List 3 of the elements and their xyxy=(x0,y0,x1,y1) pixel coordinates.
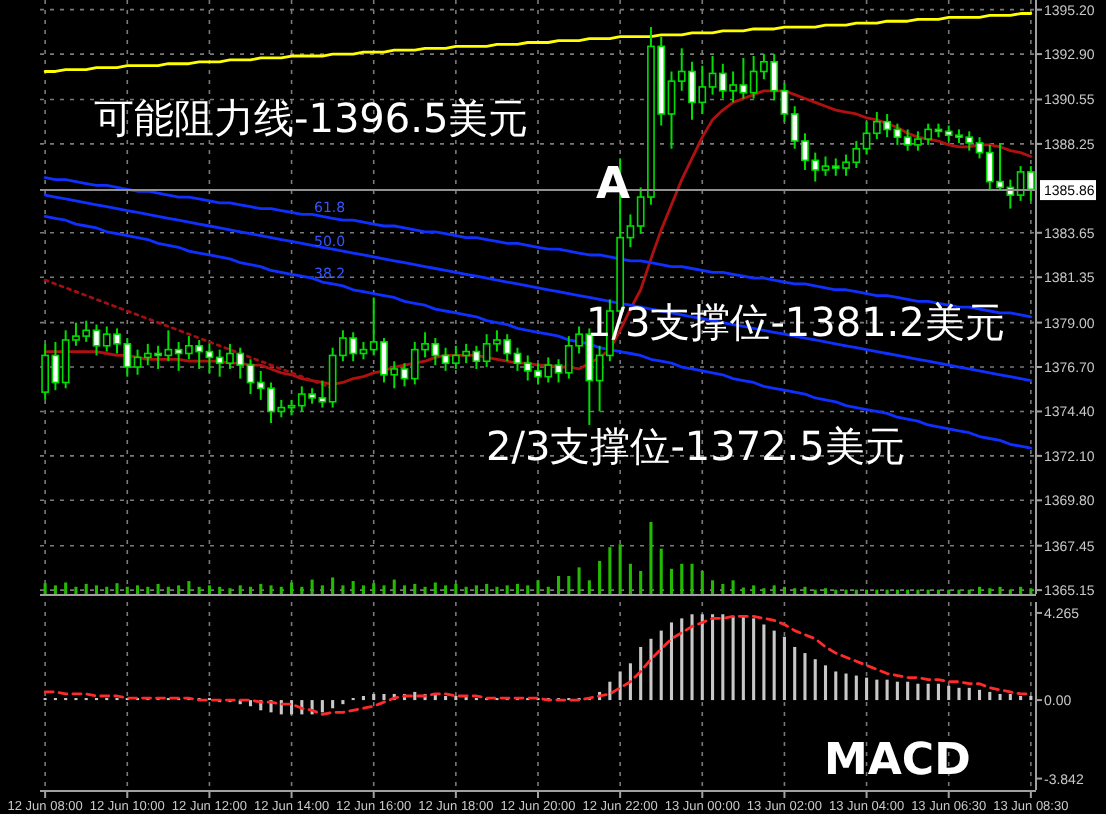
annotation: 2/3支撑位-1372.5美元 xyxy=(486,422,905,470)
annotation: 可能阻力线-1396.5美元 xyxy=(94,94,529,142)
annotation: MACD xyxy=(824,736,971,786)
